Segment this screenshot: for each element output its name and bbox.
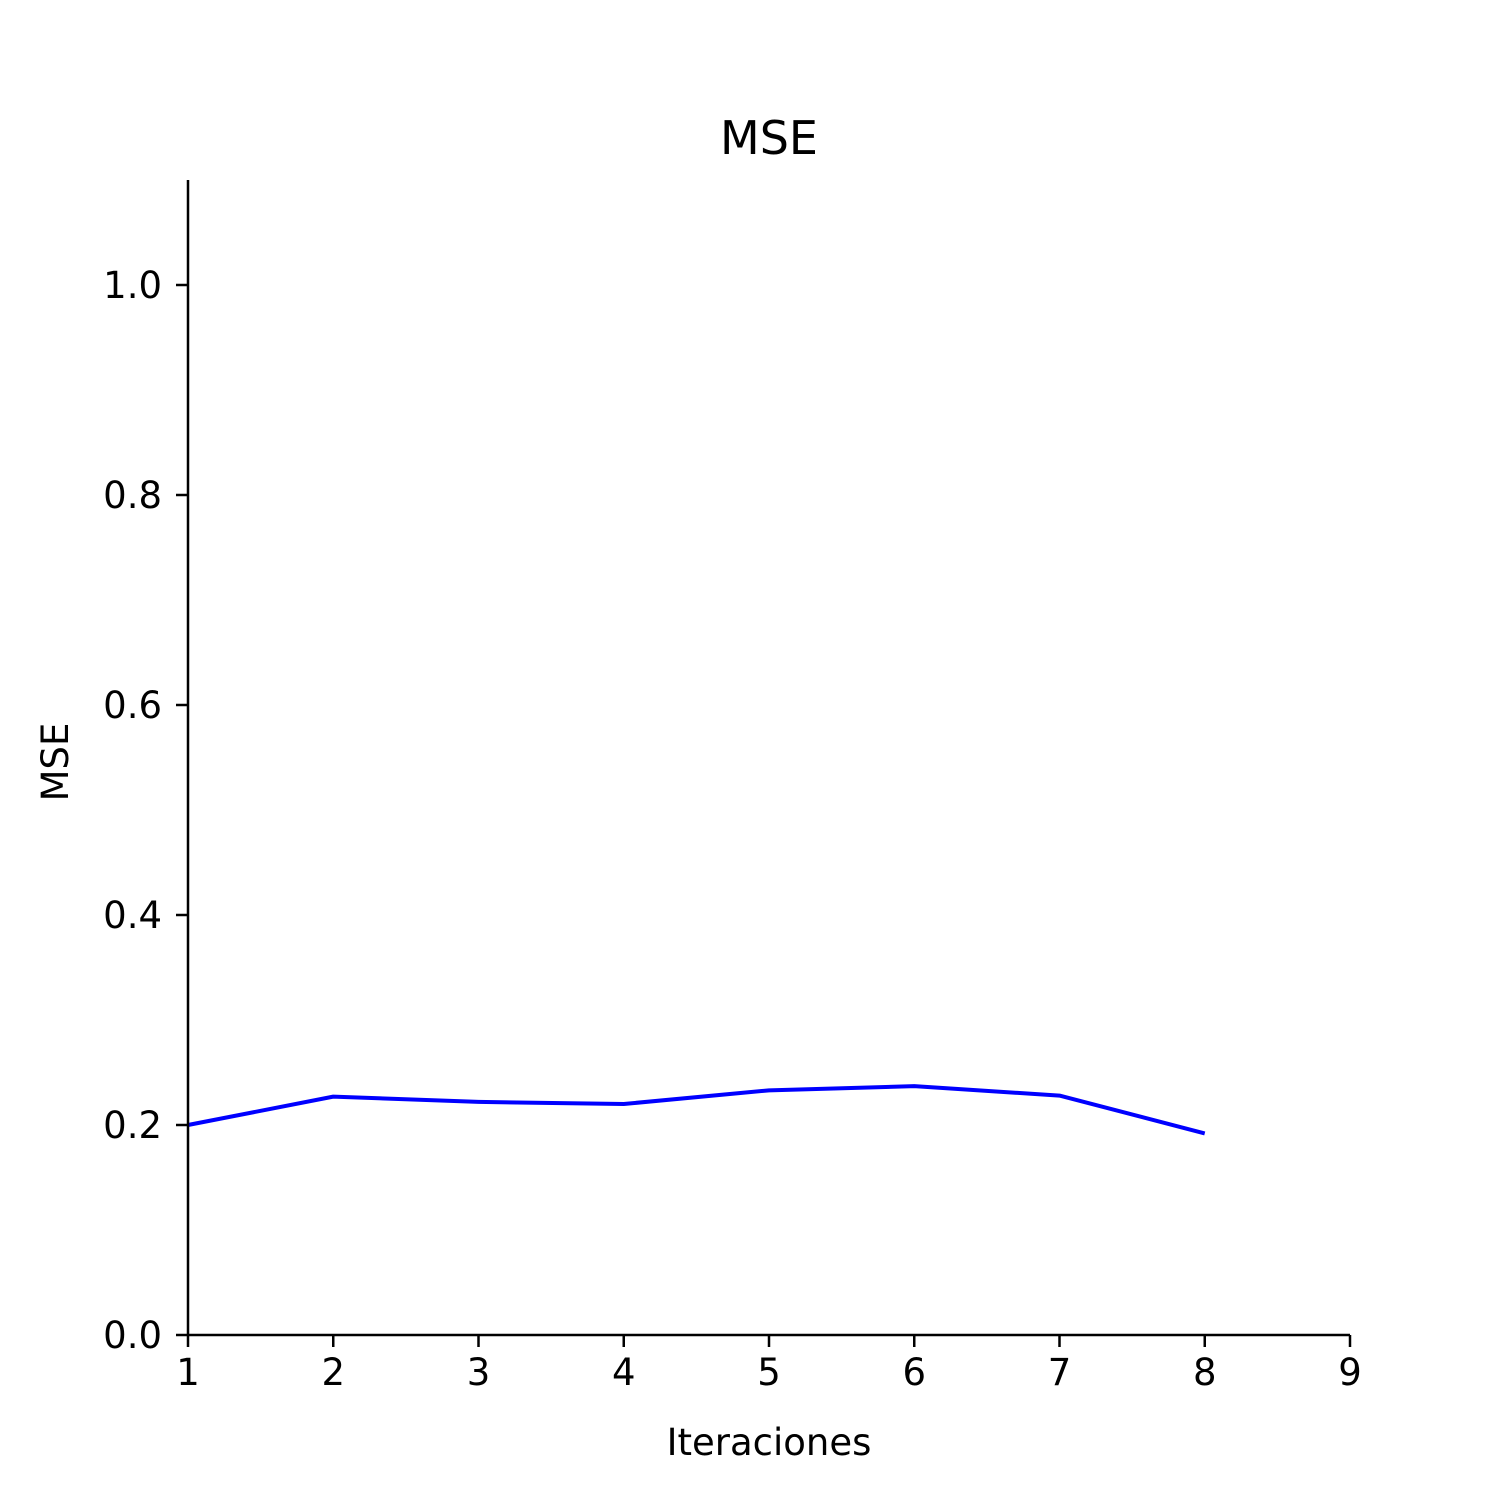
y-tick-label: 0.4 (103, 894, 162, 937)
y-axis-title: MSE (34, 723, 77, 802)
x-tick-label: 4 (612, 1351, 636, 1394)
x-tick-label: 1 (176, 1351, 200, 1394)
x-axis-title: Iteraciones (667, 1421, 872, 1464)
x-tick-label: 6 (902, 1351, 926, 1394)
x-tick-label: 5 (757, 1351, 781, 1394)
plot-area: 1 2 3 4 5 6 7 8 9 0.0 0.2 0.4 0.6 0.8 1.0 (103, 180, 1362, 1394)
y-axis-ticks: 0.0 0.2 0.4 0.6 0.8 1.0 (103, 264, 188, 1357)
y-tick-label: 0.0 (103, 1314, 162, 1357)
series-line (187, 1084, 1206, 1136)
x-tick-label: 2 (321, 1351, 345, 1394)
chart-title: MSE (720, 111, 818, 165)
x-tick-label: 7 (1048, 1351, 1072, 1394)
y-tick-label: 0.6 (103, 684, 162, 727)
y-tick-label: 0.8 (103, 474, 162, 517)
x-tick-label: 8 (1193, 1351, 1217, 1394)
x-axis-ticks: 1 2 3 4 5 6 7 8 9 (176, 1335, 1362, 1394)
y-tick-label: 0.2 (103, 1104, 162, 1147)
series-layer (187, 1084, 1206, 1136)
x-tick-label: 9 (1338, 1351, 1362, 1394)
x-tick-label: 3 (467, 1351, 491, 1394)
y-tick-label: 1.0 (103, 264, 162, 307)
